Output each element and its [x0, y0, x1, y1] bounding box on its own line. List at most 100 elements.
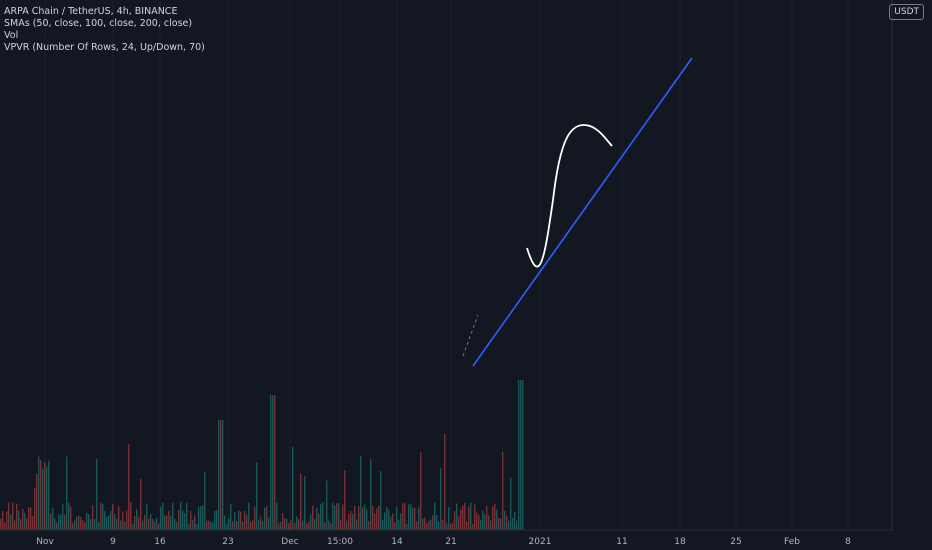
volume-bar	[152, 519, 154, 530]
volume-bar	[88, 513, 90, 530]
fib-anchor-line	[462, 314, 479, 357]
volume-bar	[24, 513, 26, 530]
volume-bar	[310, 514, 312, 530]
volume-bar	[396, 507, 398, 530]
volume-bar	[502, 451, 504, 530]
volume-bar	[250, 521, 252, 530]
volume-bar	[12, 502, 14, 530]
volume-bar	[424, 517, 426, 530]
volume-bar	[440, 468, 442, 530]
volume-bar	[154, 521, 156, 530]
volume-bar	[318, 513, 320, 530]
grid	[44, 0, 849, 530]
time-tick-label: 14	[391, 537, 403, 547]
time-tick-label: 15:00	[327, 537, 353, 547]
volume-bar	[226, 523, 228, 530]
volume-bar	[480, 519, 482, 530]
volume-bar	[224, 515, 226, 530]
volume-bar	[488, 515, 490, 530]
volume-bar	[26, 518, 28, 530]
volume-bar	[506, 515, 508, 530]
volume-bar	[300, 473, 302, 530]
volume-bar	[268, 517, 270, 530]
volume-bar	[290, 520, 292, 530]
volume-bar	[82, 520, 84, 530]
volume-bar	[172, 502, 174, 530]
volume-bar	[472, 523, 474, 530]
volume-bar	[308, 521, 310, 530]
volume-bar	[436, 514, 438, 530]
volume-bar	[350, 511, 352, 530]
volume-bar	[406, 523, 408, 530]
legend-vol[interactable]: Vol	[4, 30, 19, 41]
volume-bar	[470, 502, 472, 530]
volume-bar	[386, 507, 388, 530]
volume-bar	[486, 506, 488, 530]
volume-bar	[234, 512, 236, 530]
volume-bar	[456, 503, 458, 530]
legend-vpvr[interactable]: VPVR (Number Of Rows, 24, Up/Down, 70)	[4, 42, 205, 53]
volume-bar	[192, 520, 194, 530]
volume-bar	[460, 509, 462, 530]
price-axis[interactable]: 0.065000.055000.049000.043000.039000.035…	[891, 0, 932, 550]
volume-bar	[202, 505, 204, 530]
volume-bar	[476, 512, 478, 530]
volume-bar	[248, 502, 250, 530]
volume-bar	[452, 522, 454, 530]
volume-bar	[414, 507, 416, 530]
volume-bar	[398, 520, 400, 530]
volume-bar	[276, 502, 278, 530]
volume-bar	[478, 514, 480, 530]
volume-bar	[194, 515, 196, 530]
volume-bar	[124, 521, 126, 530]
volume-bar	[66, 456, 68, 530]
volume-bar	[16, 503, 18, 530]
volume-bar	[196, 523, 198, 530]
currency-button[interactable]: USDT	[889, 4, 924, 20]
volume-bar	[136, 509, 138, 530]
volume-bar	[64, 514, 66, 530]
volume-bar	[158, 523, 160, 530]
volume-bar	[176, 521, 178, 530]
time-axis[interactable]: Nov 9 16 23 Dec 15:00 14 21 2021 11 18 25 Feb 8	[0, 529, 892, 547]
volume-bar	[428, 521, 430, 530]
volume-bar	[372, 505, 374, 530]
volume-bar	[284, 518, 286, 530]
volume-bar	[54, 518, 56, 530]
volume-bar	[294, 522, 296, 530]
volume-bar	[142, 520, 144, 530]
volume-bar	[218, 420, 220, 530]
volume-bar	[230, 503, 232, 530]
volume-bar	[336, 503, 338, 530]
volume-bar	[160, 506, 162, 530]
volume-bar	[404, 502, 406, 530]
legend-sma[interactable]: SMAs (50, close, 100, close, 200, close)	[4, 18, 193, 29]
volume-bar	[518, 380, 520, 530]
volume-bar	[266, 506, 268, 530]
volume-bar	[100, 502, 102, 530]
volume-bar	[210, 521, 212, 530]
symbol-title: ARPA Chain / TetherUS, 4h, BINANCE	[4, 6, 178, 17]
volume-bar	[516, 520, 518, 530]
volume-bar	[420, 452, 422, 530]
volume-bar	[302, 520, 304, 530]
volume-bar	[112, 503, 114, 530]
volume-bar	[32, 516, 34, 530]
volume-bar	[140, 478, 142, 530]
volume-bar	[402, 503, 404, 530]
volume-bar	[44, 462, 46, 530]
volume-bar	[362, 507, 364, 530]
volume-bar	[286, 518, 288, 530]
volume-bar	[410, 503, 412, 530]
volume-bar	[354, 505, 356, 530]
volume-bar	[184, 513, 186, 530]
volume-bar	[4, 522, 6, 530]
volume-bar	[504, 510, 506, 530]
volume-bar	[182, 510, 184, 530]
volume-bar	[430, 519, 432, 530]
volume-bar	[10, 514, 12, 530]
volume-bar	[334, 505, 336, 530]
volume-bar	[498, 517, 500, 530]
volume-bar	[514, 511, 516, 530]
